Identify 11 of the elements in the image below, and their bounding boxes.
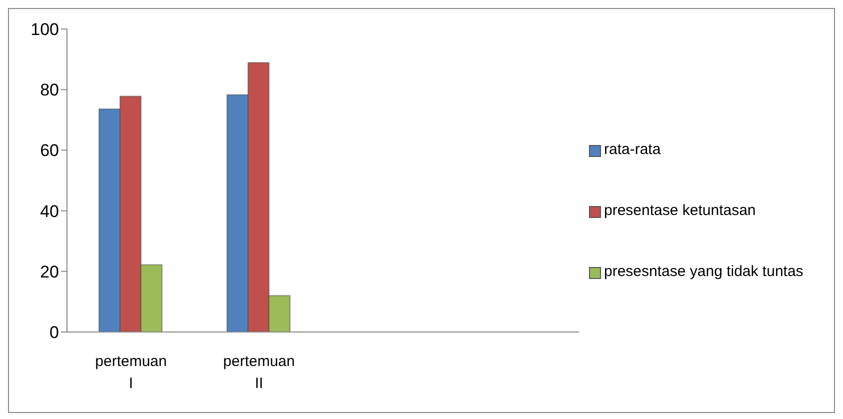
x-tick-label: pertemuan I: [95, 353, 167, 392]
y-tick-label: 80: [40, 80, 59, 100]
x-tick-label: pertemuan II: [223, 353, 295, 392]
legend-label: rata-rata: [604, 141, 661, 158]
y-tick-label: 40: [40, 202, 59, 221]
y-tick-label: 0: [50, 323, 59, 342]
y-tick-label: 100: [30, 20, 59, 40]
y-tick-label: 20: [40, 262, 59, 282]
y-tick-label: 60: [40, 141, 59, 160]
legend-label: presentase ketuntasan: [604, 202, 756, 219]
legend-label: presesntase yang tidak tuntas: [604, 263, 804, 280]
